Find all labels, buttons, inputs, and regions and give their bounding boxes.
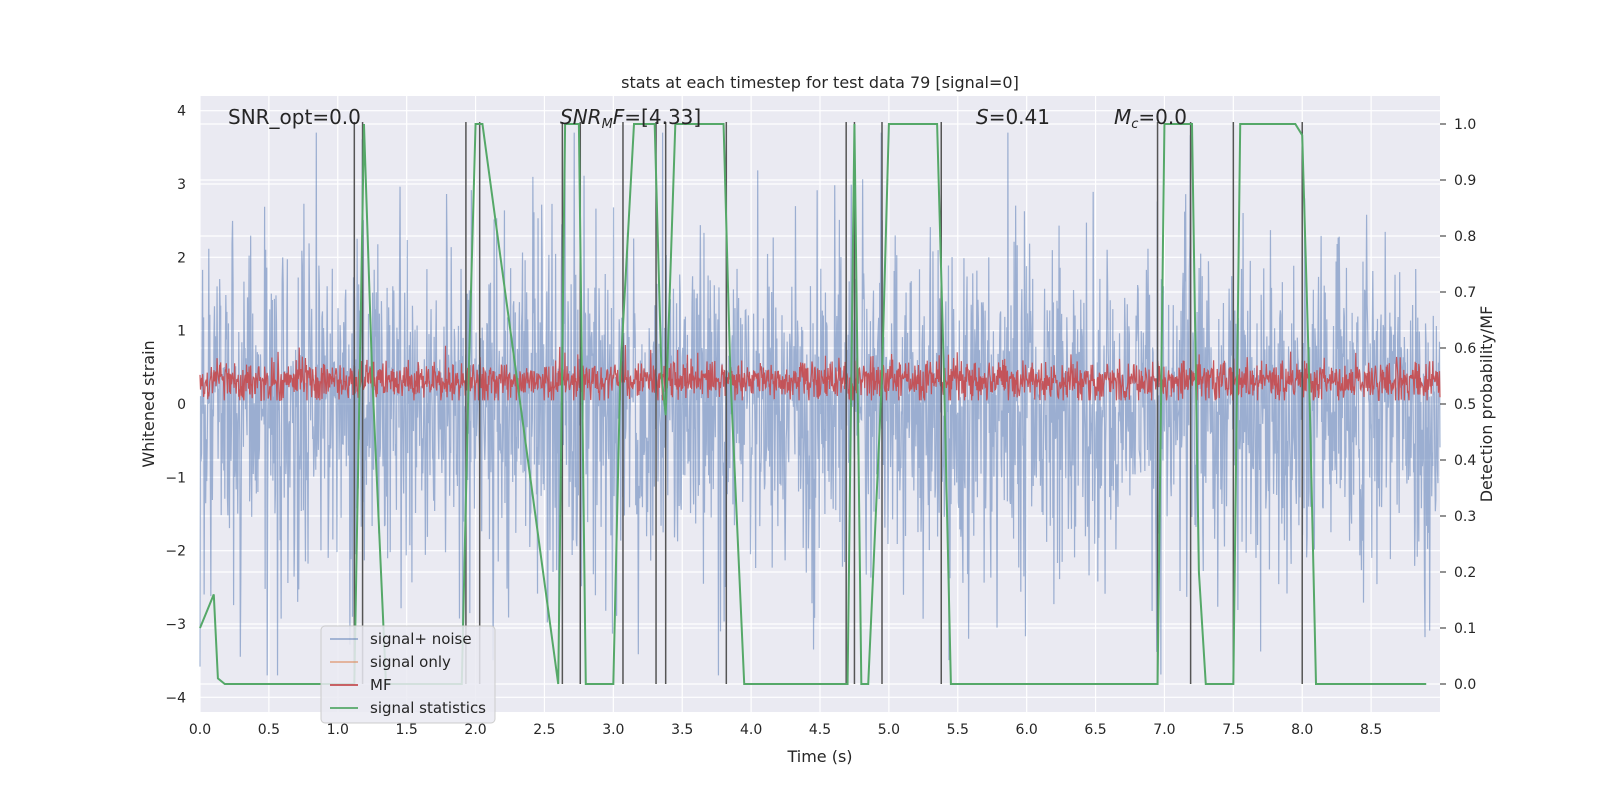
y2-tick-label: 0.1 — [1454, 621, 1476, 637]
signal-statistics-line — [199, 123, 1427, 685]
y-tick-label: −3 — [165, 617, 186, 633]
annotation-snr-mf: SNRMF=[4.33] — [560, 105, 701, 132]
annotation-s: S=0.41 — [976, 105, 1050, 129]
x-tick-label: 2.5 — [533, 722, 555, 738]
x-tick-label: 1.0 — [327, 722, 349, 738]
mc-main: M — [1114, 105, 1131, 129]
x-tick-label: 7.0 — [1153, 722, 1175, 738]
x-tick-label: 4.5 — [809, 722, 831, 738]
y2-tick-label: 0.9 — [1454, 173, 1476, 189]
y-tick-label: −1 — [165, 470, 186, 486]
legend-label-signal-noise: signal+ noise — [370, 630, 472, 648]
snr-mf-main: SNR — [560, 105, 602, 129]
y2-axis-label: Detection probability/MF — [1477, 306, 1496, 503]
x-tick-label: 8.0 — [1291, 722, 1313, 738]
y2-tick-label: 0.6 — [1454, 341, 1476, 357]
legend-label-signal-only: signal only — [370, 653, 451, 671]
chart-title: stats at each timestep for test data 79 … — [621, 73, 1019, 92]
mc-sub: c — [1131, 117, 1138, 132]
y2-tick-label: 0.4 — [1454, 453, 1476, 469]
y2-tick-label: 0.3 — [1454, 509, 1476, 525]
x-tick-label: 4.0 — [740, 722, 762, 738]
x-tick-label: 8.5 — [1360, 722, 1382, 738]
x-tick-labels: 0.0 0.5 1.0 1.5 2.0 2.5 3.0 3.5 4.0 4.5 5.0 5.5 6.0 6… — [189, 722, 1382, 738]
x-tick-label: 6.5 — [1084, 722, 1106, 738]
x-tick-label: 0.0 — [189, 722, 211, 738]
snr-mf-sub: M — [602, 117, 613, 132]
y-tick-labels: 4 3 2 1 0 −1 −2 −3 −4 — [165, 104, 186, 707]
y2-tick-label: 0.2 — [1454, 565, 1476, 581]
y2-tick-labels: 1.0 0.9 0.8 0.7 0.6 0.5 0.4 0.3 0.2 0.1 0.0 — [1440, 117, 1476, 693]
mc-value: =0.0 — [1138, 105, 1187, 129]
y2-tick-label: 0.8 — [1454, 229, 1476, 245]
annotation-mc: Mc=0.0 — [1114, 105, 1187, 132]
y-tick-label: −2 — [165, 544, 186, 560]
legend: signal+ noise signal only MF signal stat… — [320, 625, 496, 724]
x-tick-label: 3.5 — [671, 722, 693, 738]
y-tick-label: 2 — [177, 250, 186, 266]
y2-tick-label: 0.5 — [1454, 397, 1476, 413]
x-tick-label: 7.5 — [1222, 722, 1244, 738]
x-axis-label: Time (s) — [786, 747, 852, 766]
x-tick-label: 5.5 — [947, 722, 969, 738]
x-tick-label: 0.5 — [258, 722, 280, 738]
y2-tick-label: 0.7 — [1454, 285, 1476, 301]
x-tick-label: 5.0 — [878, 722, 900, 738]
snr-mf-value: =[4.33] — [624, 105, 701, 129]
x-tick-label: 3.0 — [602, 722, 624, 738]
annotation-snr-opt: SNR_opt=0.0 — [228, 105, 361, 129]
y-tick-label: 1 — [177, 324, 186, 340]
legend-label-signal-statistics: signal statistics — [370, 699, 486, 717]
snr-mf-f: F — [613, 105, 625, 129]
vertical-markers — [353, 122, 1303, 684]
legend-label-mf: MF — [370, 676, 392, 694]
signal-statistics-series — [199, 123, 1427, 685]
y-tick-label: 4 — [177, 104, 186, 120]
legend-box — [320, 625, 496, 724]
y2-tick-label: 0.0 — [1454, 677, 1476, 693]
s-main: S — [976, 105, 989, 129]
s-value: =0.41 — [989, 105, 1050, 129]
x-tick-label: 1.5 — [396, 722, 418, 738]
x-tick-label: 6.0 — [1016, 722, 1038, 738]
x-tick-label: 2.0 — [464, 722, 486, 738]
y-axis-label: Whitened strain — [139, 340, 158, 467]
y2-tick-label: 1.0 — [1454, 117, 1476, 133]
y-tick-label: 3 — [177, 177, 186, 193]
y-tick-label: −4 — [165, 690, 186, 706]
y-tick-label: 0 — [177, 397, 186, 413]
